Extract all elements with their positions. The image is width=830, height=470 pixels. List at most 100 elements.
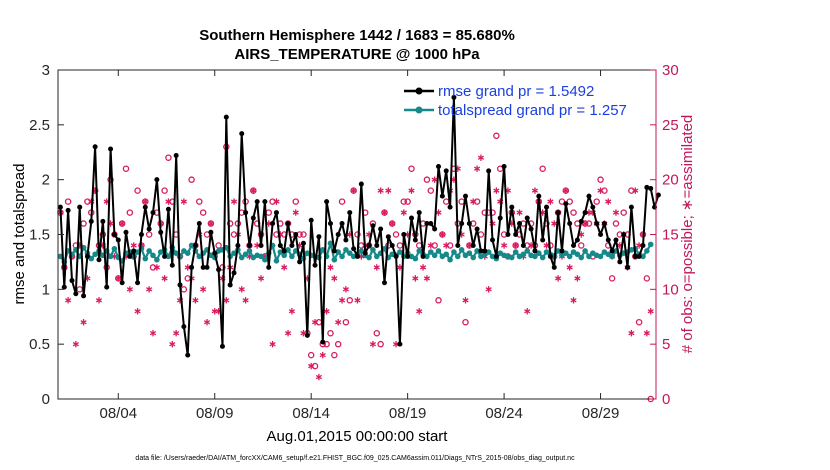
- obs-assimilated-point: [284, 330, 292, 337]
- rmse-point: [100, 218, 106, 224]
- y-left-tick-label: 2: [42, 172, 50, 189]
- totalspread-point: [431, 252, 438, 259]
- obs-assimilated-stroke: [242, 298, 249, 303]
- obs-assimilated-stroke: [369, 342, 377, 347]
- rmse-point: [594, 221, 600, 227]
- obs-assimilated-point: [192, 297, 199, 304]
- rmse-point: [493, 253, 499, 259]
- obs-assimilated-point: [389, 220, 396, 227]
- rmse-point: [181, 324, 187, 330]
- rmse-point: [482, 248, 488, 254]
- totalspread-point: [427, 249, 434, 255]
- rmse-point: [362, 250, 368, 256]
- obs-assimilated-stroke: [385, 188, 392, 193]
- rmse-point: [447, 204, 453, 210]
- obs-assimilated-point: [431, 176, 438, 183]
- obs-assimilated-stroke: [273, 199, 280, 204]
- obs-assimilated-point: [570, 297, 577, 304]
- obs-possible-point: [300, 231, 307, 238]
- obs-assimilated-stroke: [443, 243, 450, 248]
- obs-assimilated-point: [323, 308, 330, 315]
- obs-assimilated-stroke: [230, 199, 238, 204]
- rmse-point: [347, 210, 353, 216]
- obs-assimilated-point: [628, 330, 635, 337]
- obs-assimilated-point: [462, 297, 469, 304]
- obs-assimilated-point: [547, 198, 554, 205]
- obs-assimilated-point: [408, 187, 415, 194]
- rmse-point: [266, 264, 272, 270]
- obs-possible-point: [122, 165, 130, 172]
- obs-assimilated-stroke: [153, 265, 160, 270]
- totalspread-point: [150, 252, 156, 259]
- rmse-point: [439, 193, 445, 199]
- obs-assimilated-point: [516, 209, 523, 216]
- x-tick-label: 08/24: [485, 405, 523, 422]
- obs-assimilated-point: [130, 242, 137, 249]
- obs-assimilated-stroke: [130, 243, 137, 248]
- rmse-point: [312, 262, 318, 268]
- obs-assimilated-point: [72, 340, 79, 348]
- totalspread-point: [358, 248, 365, 254]
- rmse-point: [605, 237, 611, 243]
- rmse-point: [374, 242, 380, 248]
- rmse-point: [478, 248, 484, 254]
- totalspread-point: [238, 254, 245, 261]
- obs-assimilated-stroke: [284, 331, 292, 336]
- obs-assimilated-stroke: [547, 199, 554, 204]
- totalspread-point: [281, 252, 287, 259]
- totalspread-point: [88, 255, 95, 262]
- obs-assimilated-point: [308, 362, 315, 370]
- rmse-point: [655, 192, 661, 198]
- obs-possible-point: [64, 198, 72, 205]
- obs-assimilated-point: [443, 242, 450, 249]
- obs-assimilated-point: [416, 308, 423, 315]
- rmse-point: [119, 280, 125, 286]
- rmse-point: [69, 278, 75, 284]
- obs-assimilated-point: [643, 330, 650, 337]
- obs-assimilated-point: [331, 275, 338, 282]
- rmse-point: [216, 267, 222, 273]
- obs-assimilated-point: [95, 297, 103, 304]
- obs-assimilated-stroke: [400, 210, 407, 215]
- obs-assimilated-point: [281, 264, 288, 271]
- obs-assimilated-point: [381, 209, 388, 216]
- rmse-point: [536, 193, 542, 199]
- obs-assimilated-stroke: [431, 177, 438, 182]
- totalspread-point: [454, 253, 461, 260]
- y-axis-left-label: rmse and totalspread: [11, 164, 28, 305]
- rmse-point: [250, 215, 256, 221]
- obs-assimilated-stroke: [223, 298, 230, 303]
- obs-possible-point: [635, 318, 643, 326]
- obs-assimilated-point: [169, 340, 176, 348]
- totalspread-point: [536, 250, 542, 256]
- rmse-point: [135, 280, 141, 286]
- rmse-point: [555, 210, 561, 216]
- obs-assimilated-stroke: [597, 188, 604, 193]
- obs-assimilated-stroke: [570, 298, 577, 303]
- obs-assimilated-stroke: [119, 221, 126, 226]
- rmse-point: [339, 221, 345, 227]
- obs-assimilated-point: [165, 198, 172, 205]
- obs-assimilated-point: [485, 286, 492, 293]
- obs-assimilated-point: [470, 198, 477, 205]
- plot-area: [58, 70, 656, 399]
- obs-assimilated-stroke: [169, 342, 176, 347]
- obs-assimilated-point: [200, 286, 207, 293]
- obs-possible-point: [400, 198, 408, 205]
- obs-possible-point: [489, 209, 496, 216]
- obs-assimilated-stroke: [161, 276, 168, 281]
- rmse-point: [648, 185, 654, 191]
- obs-assimilated-stroke: [80, 320, 87, 325]
- rmse-point: [77, 204, 83, 210]
- obs-assimilated-point: [597, 187, 604, 194]
- totalspread-point: [92, 251, 98, 258]
- obs-possible-point: [145, 231, 153, 238]
- obs-possible-point: [373, 329, 381, 337]
- obs-assimilated-stroke: [373, 265, 380, 270]
- obs-assimilated-point: [612, 209, 620, 216]
- obs-possible-point: [435, 297, 442, 304]
- rmse-point: [254, 199, 260, 205]
- obs-assimilated-stroke: [207, 221, 214, 226]
- rmse-point: [370, 223, 376, 229]
- obs-assimilated-stroke: [439, 232, 446, 237]
